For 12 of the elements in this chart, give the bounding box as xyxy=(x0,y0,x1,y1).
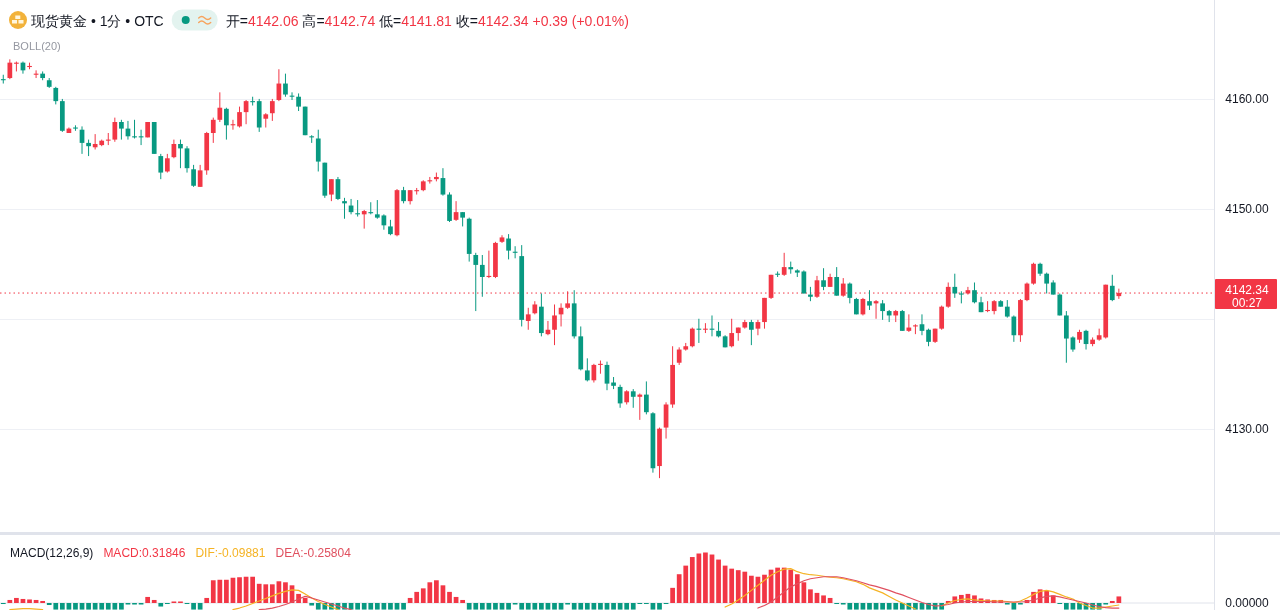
y-tick-label: 4160.00 xyxy=(1225,91,1270,106)
annotation: BOLL(20) xyxy=(13,40,61,52)
y-tick-label: 4130.00 xyxy=(1225,421,1270,436)
text: MACD:0.31846 xyxy=(103,546,186,560)
text: 现货黄金 • 1分 • OTC xyxy=(31,13,164,29)
ref-line-label: 4142.34 00:27 xyxy=(1225,283,1270,311)
text: 开=4142.06 高=4142.74 低=4141.81 收=4142.34 +0.39 (+0.01%) xyxy=(225,13,629,29)
text: 0.00000 xyxy=(1225,596,1270,610)
y-tick-label: 4150.00 xyxy=(1225,201,1270,216)
text: DIF:-0.09881 xyxy=(195,546,266,560)
chart-title: MACD(12,26,9) xyxy=(10,546,94,560)
text: DEA:-0.25804 xyxy=(275,546,352,560)
